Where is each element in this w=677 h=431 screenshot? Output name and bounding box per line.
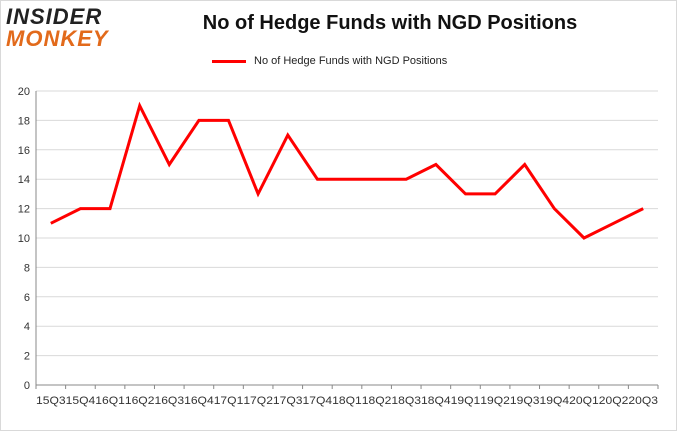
x-tick-18Q1: 18Q1 (332, 395, 362, 407)
x-tick-20Q1: 20Q1 (569, 395, 599, 407)
x-tick-16Q4: 16Q4 (184, 395, 214, 407)
y-tick-20: 20 (18, 86, 30, 98)
x-tick-20Q2: 20Q2 (599, 395, 629, 407)
series-line-0 (50, 101, 644, 240)
series-lines (50, 101, 644, 240)
x-tick-20Q3: 20Q3 (628, 395, 658, 407)
x-tick-18Q3: 18Q3 (391, 395, 421, 407)
x-tick-17Q1: 17Q1 (214, 395, 244, 407)
x-tick-16Q1: 16Q1 (95, 395, 125, 407)
legend-label: No of Hedge Funds with NGD Positions (254, 55, 448, 67)
x-tick-17Q2: 17Q2 (243, 395, 273, 407)
x-tick-19Q3: 19Q3 (510, 395, 540, 407)
logo-line1: INSIDER (6, 4, 103, 29)
x-tick-19Q4: 19Q4 (540, 395, 570, 407)
gridlines (36, 90, 658, 357)
x-tick-15Q4: 15Q4 (66, 395, 96, 407)
y-tick-14: 14 (18, 174, 30, 186)
y-tick-10: 10 (18, 233, 30, 245)
insider-monkey-logo: INSIDER MONKEY (6, 6, 124, 54)
x-tick-18Q2: 18Q2 (362, 395, 392, 407)
x-tick-19Q1: 19Q1 (451, 395, 481, 407)
x-tick-19Q2: 19Q2 (480, 395, 510, 407)
logo-line2: MONKEY (6, 26, 109, 51)
y-tick-12: 12 (18, 204, 30, 216)
y-tick-0: 0 (24, 380, 30, 392)
x-tick-labels: 15Q3 15Q4 16Q1 16Q2 16Q3 16Q4 17Q1 17Q2 17Q3 17Q4… (36, 395, 658, 407)
chart-title: No of Hedge Funds with NGD Positions (202, 12, 578, 34)
y-tick-16: 16 (18, 145, 30, 157)
x-tick-17Q4: 17Q4 (303, 395, 333, 407)
x-tick-16Q3: 16Q3 (154, 395, 184, 407)
y-tick-2: 2 (24, 351, 30, 363)
legend: No of Hedge Funds with NGD Positions (212, 52, 447, 70)
y-tick-labels: 0 2 4 6 8 10 12 14 16 18 20 (18, 86, 30, 392)
legend-swatch (212, 59, 246, 63)
axes (35, 91, 659, 389)
y-tick-18: 18 (18, 115, 30, 127)
x-tick-17Q3: 17Q3 (273, 395, 303, 407)
x-tick-15Q3: 15Q3 (36, 395, 66, 407)
y-tick-8: 8 (24, 262, 30, 274)
x-tick-18Q4: 18Q4 (421, 395, 451, 407)
y-tick-6: 6 (24, 292, 30, 304)
x-tick-16Q2: 16Q2 (125, 395, 155, 407)
y-tick-4: 4 (24, 321, 30, 333)
